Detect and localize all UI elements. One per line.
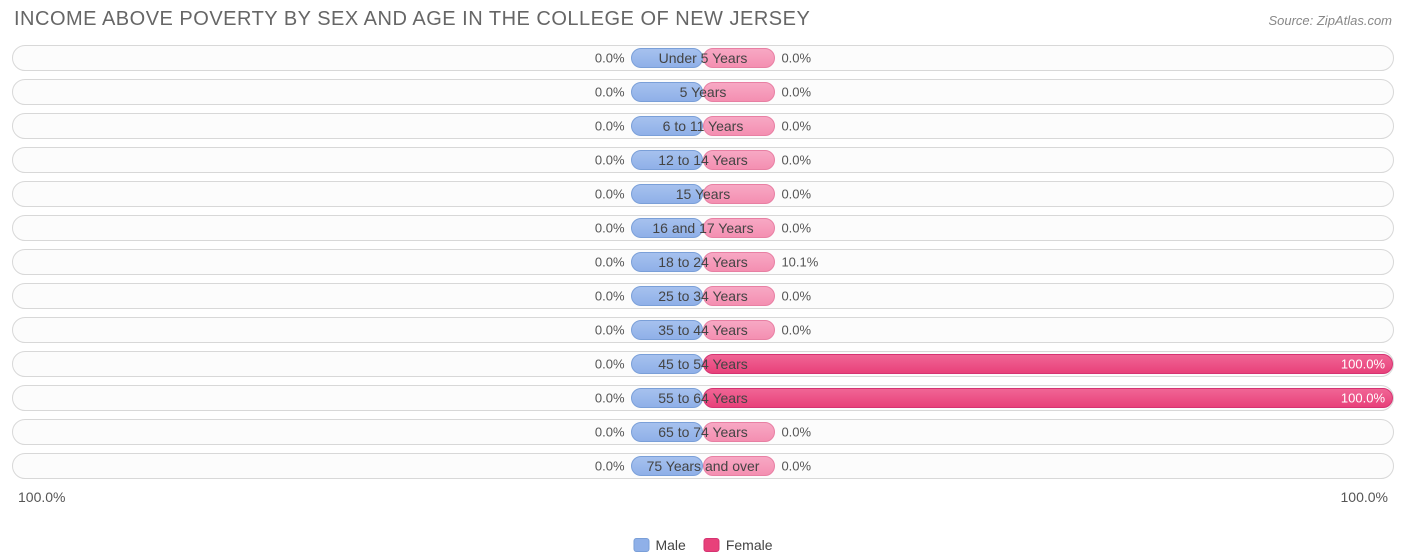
chart-area: 0.0%0.0%Under 5 Years0.0%0.0%5 Years0.0%… [12,45,1394,479]
male-pct-label: 0.0% [595,391,625,406]
female-pct-label: 0.0% [781,425,811,440]
category-label: 16 and 17 Years [652,220,753,236]
chart-row: 0.0% 0.0% 15 Years [12,181,1394,207]
chart-row: 0.0% 0.0% 25 to 34 Years [12,283,1394,309]
chart-row: 0.0% 0.0% 65 to 74 Years [12,419,1394,445]
source-attribution: Source: ZipAtlas.com [1268,13,1392,28]
category-label: 15 Years [676,186,731,202]
legend-item-male: Male [633,537,685,553]
male-pct-label: 0.0% [595,357,625,372]
male-pct-label: 0.0% [595,85,625,100]
male-pct-label: 0.0% [595,153,625,168]
female-pct-label: 0.0% [781,119,811,134]
category-label: 5 Years [680,84,727,100]
category-label: 55 to 64 Years [658,390,748,406]
female-pct-label: 100.0% [1341,357,1385,372]
female-pct-label: 0.0% [781,459,811,474]
chart-row: 0.0% 100.0% 45 to 54 Years [12,351,1394,377]
male-pct-label: 0.0% [595,119,625,134]
male-swatch-icon [633,538,649,552]
female-bar [703,388,1393,408]
female-pct-label: 0.0% [781,221,811,236]
category-label: 35 to 44 Years [658,322,748,338]
female-swatch-icon [704,538,720,552]
female-pct-label: 0.0% [781,85,811,100]
chart-row: 0.0% 0.0% Under 5 Years [12,45,1394,71]
category-label: 25 to 34 Years [658,288,748,304]
chart-row: 0.0% 0.0% 6 to 11 Years [12,113,1394,139]
category-label: 6 to 11 Years [663,118,744,134]
female-pct-label: 0.0% [781,323,811,338]
chart-row: 0.0% 0.0% 5 Years [12,79,1394,105]
male-pct-label: 0.0% [595,187,625,202]
chart-row: 0.0% 0.0% 35 to 44 Years [12,317,1394,343]
chart-row: 0.0% 0.0% 12 to 14 Years [12,147,1394,173]
category-label: 12 to 14 Years [658,152,748,168]
female-bar [703,354,1393,374]
male-pct-label: 0.0% [595,323,625,338]
male-pct-label: 0.0% [595,255,625,270]
female-pct-label: 0.0% [781,51,811,66]
female-pct-label: 0.0% [781,153,811,168]
male-pct-label: 0.0% [595,425,625,440]
male-pct-label: 0.0% [595,51,625,66]
male-pct-label: 0.0% [595,289,625,304]
axis-left-label: 100.0% [18,489,65,505]
category-label: 18 to 24 Years [658,254,748,270]
legend: Male Female [633,537,772,553]
chart-row: 0.0% 0.0% 75 Years and over [12,453,1394,479]
category-label: 45 to 54 Years [658,356,748,372]
male-pct-label: 0.0% [595,221,625,236]
header: INCOME ABOVE POVERTY BY SEX AND AGE IN T… [12,8,1394,31]
female-pct-label: 10.1% [781,255,818,270]
male-pct-label: 0.0% [595,459,625,474]
female-pct-label: 0.0% [781,187,811,202]
legend-item-female: Female [704,537,773,553]
chart-row: 0.0% 100.0% 55 to 64 Years [12,385,1394,411]
axis-row: 100.0% 100.0% [12,487,1394,505]
legend-female-label: Female [726,537,773,553]
chart-row: 0.0% 0.0% 16 and 17 Years [12,215,1394,241]
category-label: 75 Years and over [647,458,760,474]
legend-male-label: Male [655,537,685,553]
axis-right-label: 100.0% [1341,489,1388,505]
chart-row: 0.0% 10.1% 18 to 24 Years [12,249,1394,275]
female-pct-label: 100.0% [1341,391,1385,406]
category-label: Under 5 Years [659,50,748,66]
female-pct-label: 0.0% [781,289,811,304]
category-label: 65 to 74 Years [658,424,748,440]
chart-title: INCOME ABOVE POVERTY BY SEX AND AGE IN T… [14,8,810,31]
